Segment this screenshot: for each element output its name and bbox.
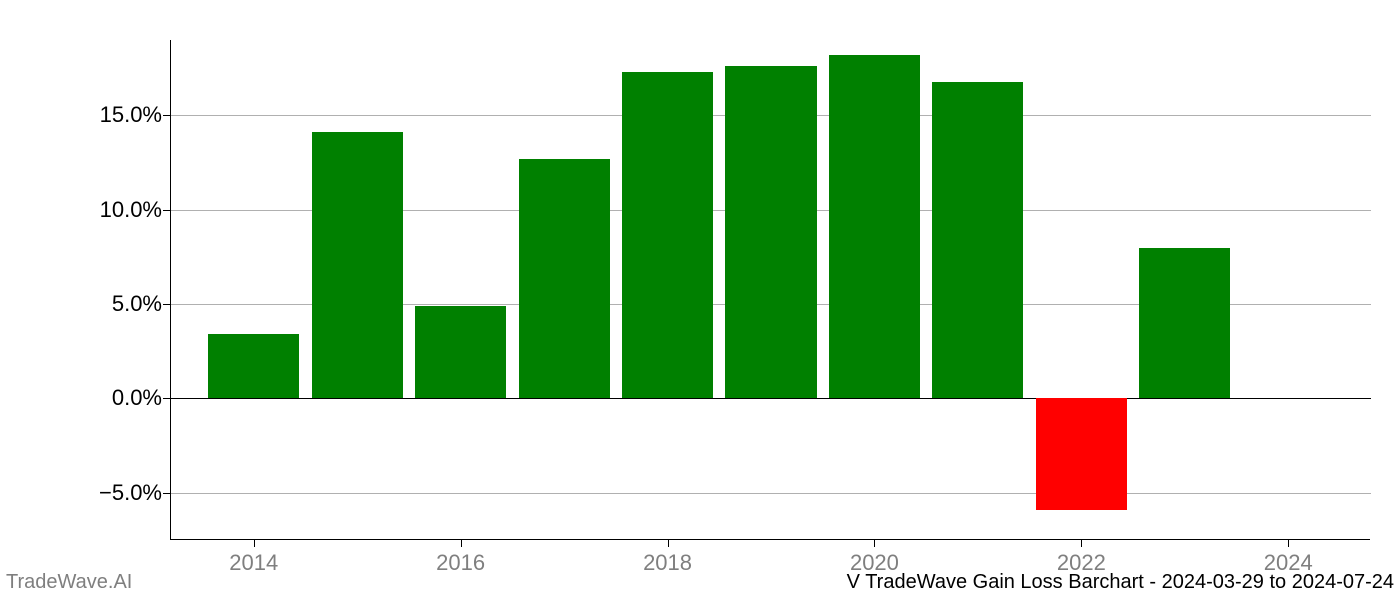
bar	[829, 55, 920, 398]
ytick-label: 10.0%	[100, 197, 162, 223]
xtick	[1081, 539, 1082, 547]
bar	[725, 66, 816, 398]
bar	[1139, 248, 1230, 399]
ytick-label: 5.0%	[112, 291, 162, 317]
xtick	[254, 539, 255, 547]
ytick	[163, 398, 171, 399]
footer-right-text: V TradeWave Gain Loss Barchart - 2024-03…	[847, 571, 1394, 594]
ytick	[163, 304, 171, 305]
xtick-label: 2014	[229, 550, 278, 576]
ytick	[163, 210, 171, 211]
ytick-label: −5.0%	[99, 480, 162, 506]
xtick	[874, 539, 875, 547]
gridline	[171, 493, 1371, 494]
xtick	[1288, 539, 1289, 547]
bar	[932, 82, 1023, 399]
chart-container: 201420162018202020222024	[170, 40, 1370, 540]
xtick	[668, 539, 669, 547]
xtick	[461, 539, 462, 547]
ytick-label: 15.0%	[100, 102, 162, 128]
ytick-label: 0.0%	[112, 385, 162, 411]
ytick	[163, 115, 171, 116]
xtick-label: 2018	[643, 550, 692, 576]
bar	[208, 334, 299, 398]
bar	[519, 159, 610, 399]
bar	[415, 306, 506, 398]
plot-area: 201420162018202020222024	[170, 40, 1370, 540]
bar	[1036, 398, 1127, 509]
footer-left-text: TradeWave.AI	[6, 571, 132, 594]
xtick-label: 2016	[436, 550, 485, 576]
bar	[312, 132, 403, 398]
bar	[622, 72, 713, 398]
ytick	[163, 493, 171, 494]
